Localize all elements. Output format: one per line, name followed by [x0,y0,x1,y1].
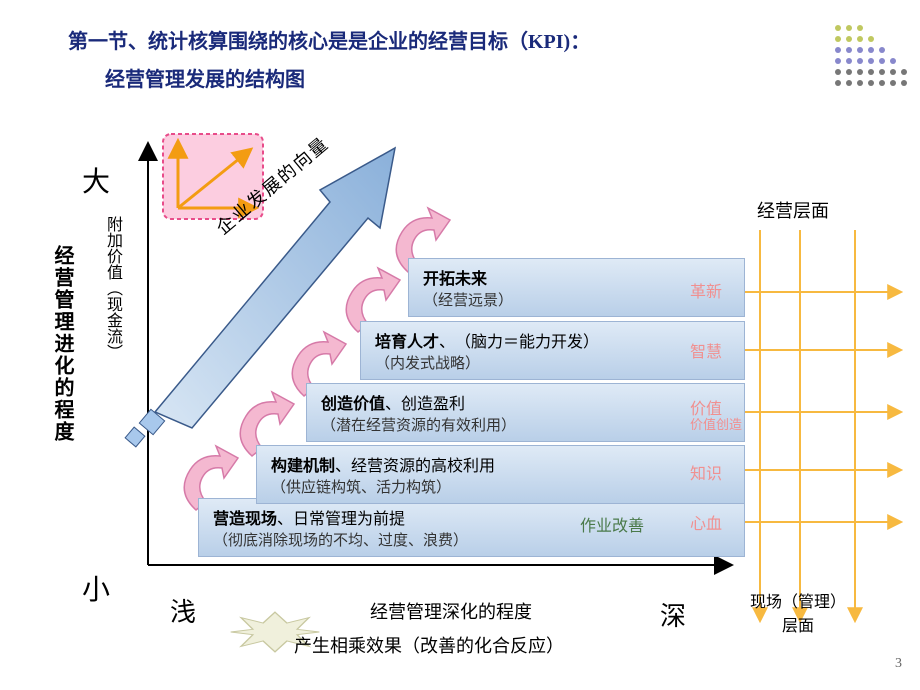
x-left-marker: 浅 [170,592,196,629]
step-sub: （供应链构筑、活力构筑） [271,480,451,496]
step-title: 营造现场 [213,511,277,528]
step-sub: （内发式战略） [375,356,480,372]
y-bottom-marker: 小 [82,568,110,608]
burst-label: 作业改善 [580,512,644,536]
step-4: 培育人才、 （脑力＝能力开发） （内发式战略） [360,321,745,380]
side-tag-4: 智慧 [690,338,722,362]
side-tag-2: 知识 [690,460,722,484]
x-right-marker: 深 [660,596,686,633]
step-title-cont: 、 （脑力＝能力开发） [439,334,599,351]
step-title: 构建机制 [271,458,335,475]
step-title-cont: 、日常管理为前提 [277,511,405,528]
diagonal-label: 企业发展的向量 [210,130,334,240]
title-line2: 经营管理发展的结构图 [105,63,305,92]
step-title: 培育人才 [375,334,439,351]
step-title-cont: 、创造盈利 [385,396,465,413]
x-axis-label: 经营管理深化的程度 [370,598,532,624]
y-top-marker: 大 [82,160,110,200]
step-title: 创造价值 [321,396,385,413]
side-tag-1: 心血 [690,510,722,534]
step-sub: （经营远景） [423,293,513,309]
y-axis-sublabel: 附加价值（现金流） [100,216,124,360]
bottom-note: 产生相乘效果（改善的化合反应） [294,632,564,658]
step-sub: （彻底消除现场的不均、过度、浪费） [213,533,468,549]
step-title: 开拓未来 [423,271,487,288]
right-top-label: 经营层面 [757,197,829,223]
step-title-cont: 、经营资源的高校利用 [335,458,495,475]
step-1: 营造现场、日常管理为前提 （彻底消除现场的不均、过度、浪费） [198,498,745,557]
title-line1: 第一节、统计核算围绕的核心是是企业的经营目标（KPI)： [68,25,590,54]
right-bottom-label: 现场（管理）层面 [750,588,846,636]
y-axis-label: 经营管理进化的程度 [48,245,77,443]
step-3: 创造价值、创造盈利 （潜在经营资源的有效利用） [306,383,745,442]
side-tag-3b: 价值创造 [690,414,742,433]
right-grid-arrows [745,230,900,620]
step-2: 构建机制、经营资源的高校利用 （供应链构筑、活力构筑） [256,445,745,504]
step-sub: （潜在经营资源的有效利用） [321,418,516,434]
side-tag-5: 革新 [690,278,722,302]
dot-decor-svg [835,25,907,86]
page-number: 3 [895,656,902,672]
